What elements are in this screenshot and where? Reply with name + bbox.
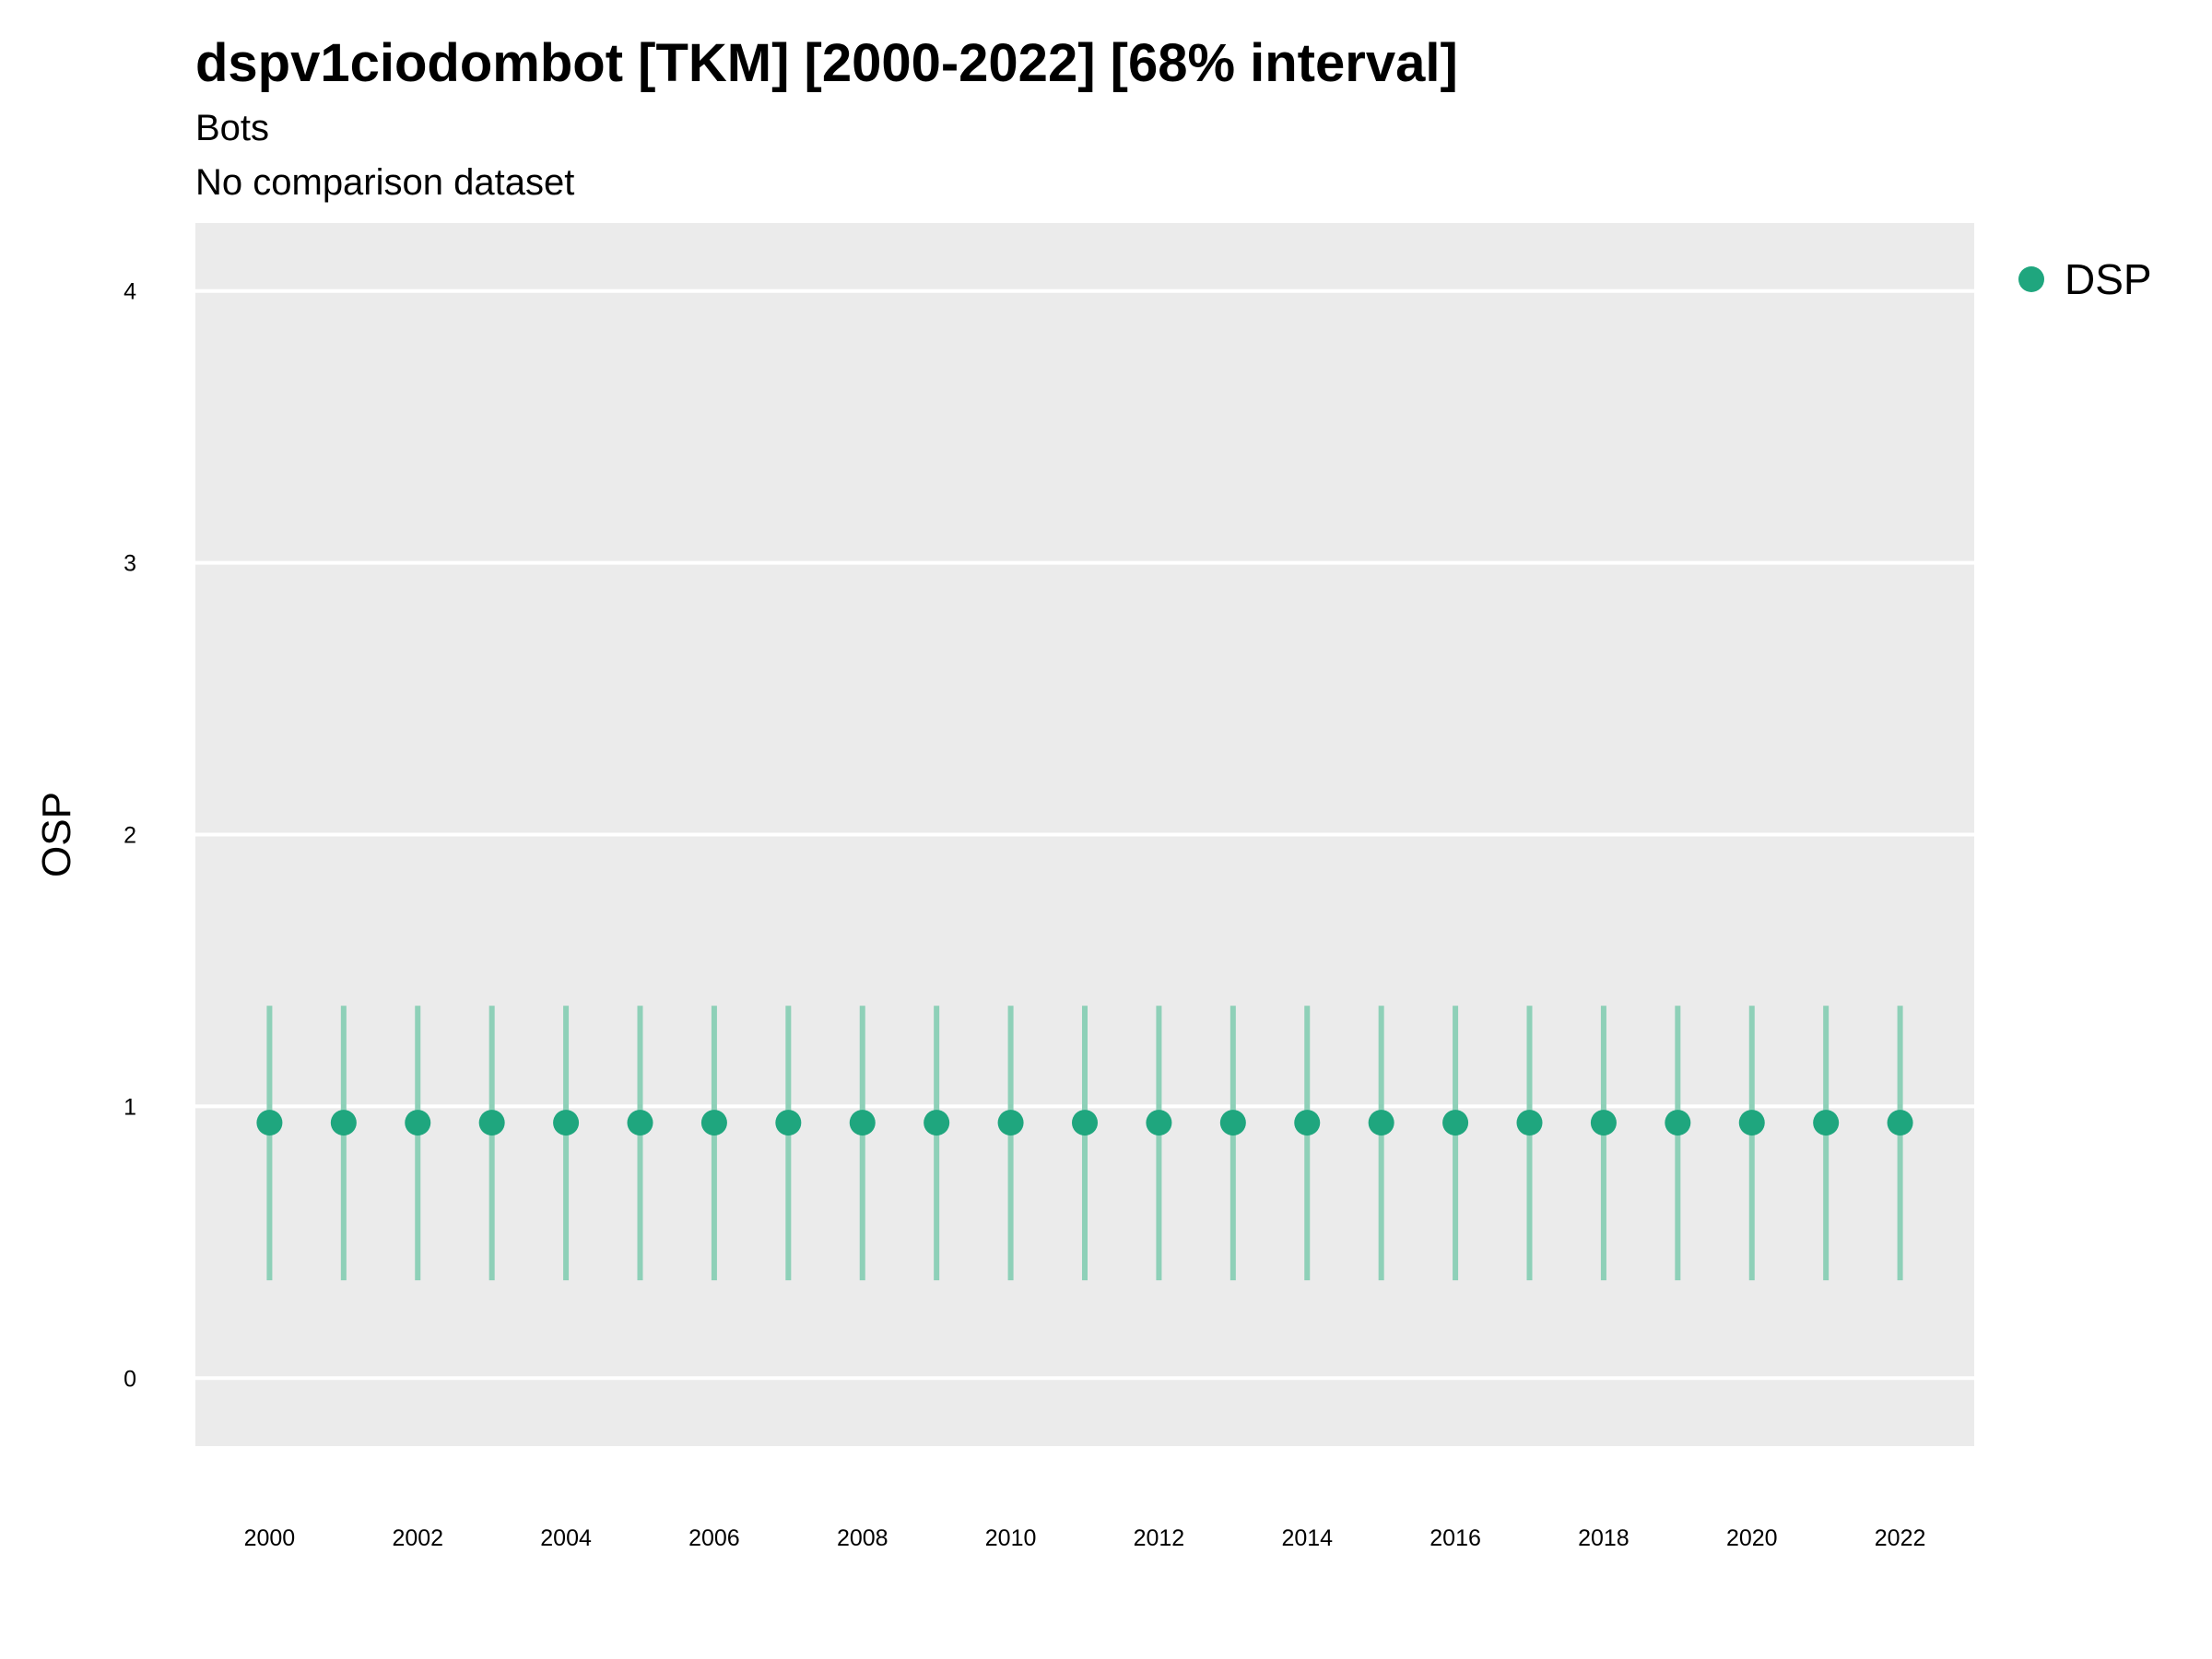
data-point-2013: [1219, 1110, 1246, 1136]
data-point-2021: [1813, 1110, 1840, 1136]
x-tick-label-2008: 2008: [837, 1525, 888, 1551]
data-point-2009: [924, 1110, 950, 1136]
data-point-2002: [405, 1110, 431, 1136]
y-tick-label-3: 3: [124, 551, 136, 577]
chart-subtitle-line-1: Bots: [195, 108, 270, 148]
chart-title: dspv1ciodombot [TKM] [2000-2022] [68% in…: [195, 33, 1458, 93]
point-layer: [256, 1110, 1913, 1136]
data-point-2018: [1590, 1110, 1617, 1136]
x-tick-label-2006: 2006: [688, 1525, 740, 1551]
y-tick-label-1: 1: [124, 1094, 136, 1120]
data-point-2007: [775, 1110, 802, 1136]
y-tick-label-2: 2: [124, 823, 136, 849]
legend-swatch-dsp: [2018, 266, 2044, 292]
x-tick-label-2020: 2020: [1726, 1525, 1778, 1551]
data-point-2000: [256, 1110, 283, 1136]
data-point-2011: [1072, 1110, 1098, 1136]
y-tick-label-4: 4: [124, 279, 136, 305]
x-tick-label-2004: 2004: [540, 1525, 592, 1551]
data-point-2012: [1146, 1110, 1172, 1136]
legend: DSP: [2018, 255, 2152, 303]
x-tick-label-2018: 2018: [1578, 1525, 1630, 1551]
x-tick-labels: 2000 2002 2004 2006 2008 2010 2012 2014 2016 2018…: [244, 1525, 1926, 1551]
x-tick-label-2002: 2002: [392, 1525, 443, 1551]
y-axis-label: OSP: [34, 792, 79, 877]
data-point-2017: [1516, 1110, 1543, 1136]
data-point-2004: [553, 1110, 580, 1136]
data-point-2010: [997, 1110, 1024, 1136]
x-tick-label-2012: 2012: [1134, 1525, 1185, 1551]
data-point-2022: [1887, 1110, 1913, 1136]
chart-subtitle-line-2: No comparison dataset: [195, 162, 575, 203]
x-tick-label-2016: 2016: [1430, 1525, 1481, 1551]
interval-layer: [266, 1006, 1903, 1281]
data-point-2006: [700, 1110, 727, 1136]
data-point-2016: [1442, 1110, 1469, 1136]
data-point-2014: [1294, 1110, 1321, 1136]
x-tick-label-2022: 2022: [1875, 1525, 1926, 1551]
data-point-2015: [1368, 1110, 1394, 1136]
data-point-2005: [627, 1110, 653, 1136]
y-tick-label-0: 0: [124, 1366, 136, 1392]
data-point-2020: [1738, 1110, 1765, 1136]
data-point-2001: [330, 1110, 357, 1136]
data-point-2019: [1665, 1110, 1691, 1136]
data-point-2008: [849, 1110, 876, 1136]
y-tick-labels: 0 1 2 3 4: [124, 279, 136, 1393]
x-tick-label-2000: 2000: [244, 1525, 296, 1551]
x-tick-label-2010: 2010: [985, 1525, 1037, 1551]
x-tick-label-2014: 2014: [1281, 1525, 1333, 1551]
data-point-2003: [478, 1110, 505, 1136]
legend-label-dsp: DSP: [2065, 255, 2152, 303]
